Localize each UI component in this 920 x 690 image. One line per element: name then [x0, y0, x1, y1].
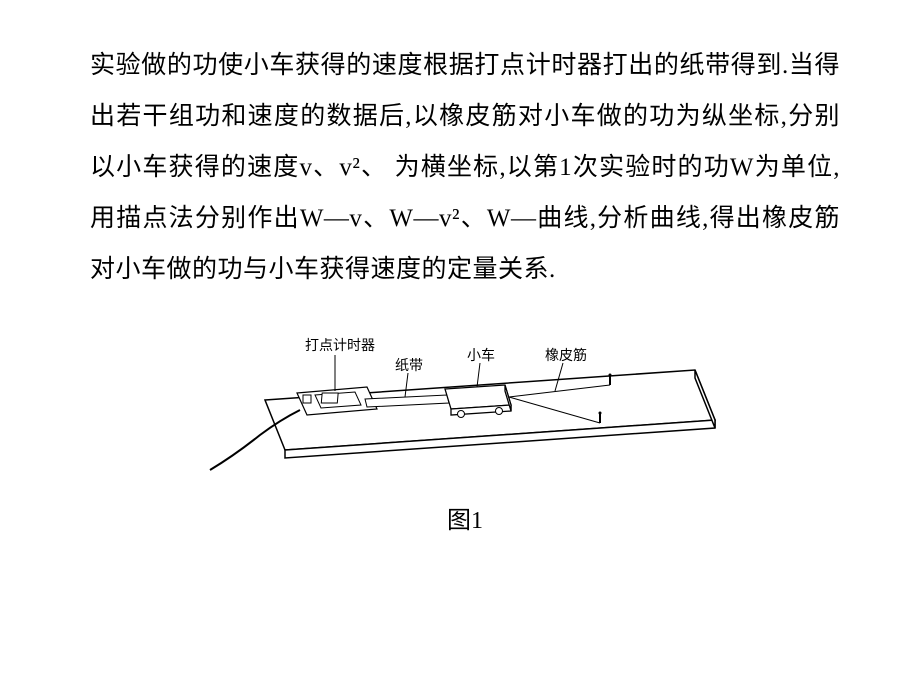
main-paragraph: 实验做的功使小车获得的速度根据打点计时器打出的纸带得到.当得出若干组功和速度的数…	[90, 40, 840, 295]
label-band: 橡皮筋	[545, 347, 587, 364]
diagram-svg: 打点计时器 纸带 小车 橡皮筋	[205, 315, 725, 485]
cart-icon	[445, 385, 511, 418]
leader-cart	[477, 363, 480, 387]
experiment-diagram: 打点计时器 纸带 小车 橡皮筋	[205, 315, 725, 485]
label-cart: 小车	[467, 347, 495, 364]
figure-caption: 图1	[90, 500, 840, 535]
figure-container: 打点计时器 纸带 小车 橡皮筋 图1	[90, 315, 840, 535]
label-timer: 打点计时器	[305, 337, 375, 354]
label-tape: 纸带	[395, 358, 423, 374]
page-content: 实验做的功使小车获得的速度根据打点计时器打出的纸带得到.当得出若干组功和速度的数…	[0, 0, 920, 535]
